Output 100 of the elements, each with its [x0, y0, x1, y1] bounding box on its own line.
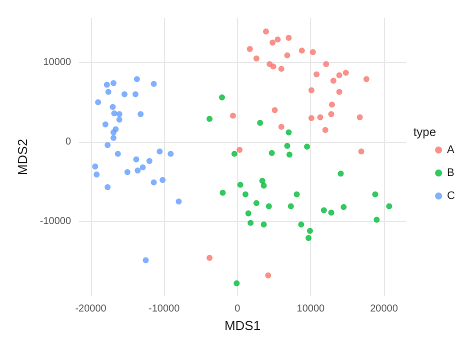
point [234, 280, 240, 286]
point [102, 121, 108, 128]
point [92, 164, 98, 170]
legend-title: type [413, 125, 436, 139]
point [336, 72, 342, 78]
point [306, 228, 313, 234]
point [274, 36, 281, 42]
point [104, 142, 111, 148]
y-tick-label: 10000 [43, 56, 72, 68]
point [386, 203, 392, 210]
point [356, 114, 363, 120]
point [294, 191, 300, 198]
point [134, 168, 141, 174]
point [278, 66, 284, 72]
point [114, 150, 121, 157]
point [286, 152, 292, 158]
point [253, 56, 260, 62]
point [116, 116, 122, 123]
point [132, 91, 138, 98]
point [308, 87, 314, 94]
point [206, 254, 213, 261]
point [308, 115, 314, 122]
point [248, 220, 254, 226]
point [134, 76, 140, 82]
y-tick-label: 0 [65, 136, 72, 148]
point [260, 182, 267, 189]
point [322, 126, 328, 133]
point [111, 110, 118, 116]
point [268, 150, 275, 156]
point [330, 78, 336, 84]
point [245, 210, 252, 216]
point [142, 257, 149, 264]
point [176, 198, 182, 204]
point [110, 134, 116, 141]
point [156, 148, 163, 154]
point [298, 48, 305, 54]
x-tick-label: 0 [234, 304, 241, 314]
point [110, 80, 116, 86]
point [246, 46, 253, 52]
point [298, 222, 304, 228]
point [138, 111, 144, 118]
point [284, 142, 290, 149]
point [110, 129, 116, 136]
point [95, 99, 102, 106]
y-tick-label: -10000 [40, 216, 72, 227]
point [116, 111, 122, 118]
x-tick-label: -20000 [75, 304, 107, 314]
point [266, 203, 272, 210]
point [270, 63, 276, 70]
point [105, 88, 112, 95]
point [374, 216, 380, 223]
point [363, 76, 370, 82]
point [317, 114, 324, 120]
point [358, 148, 364, 154]
point [262, 28, 269, 34]
point [284, 52, 290, 58]
point [206, 116, 213, 122]
x-axis-title: MDS1 [224, 318, 261, 333]
point [124, 169, 130, 176]
point [260, 222, 267, 228]
point [220, 190, 226, 196]
point [121, 91, 128, 98]
point [328, 102, 335, 108]
point [338, 170, 344, 177]
point [160, 177, 166, 184]
x-tick-label: -10000 [148, 304, 180, 314]
point [150, 179, 157, 186]
point [328, 210, 334, 216]
point [286, 34, 292, 41]
point [253, 200, 260, 206]
point [231, 150, 238, 157]
legend-label: A [447, 144, 456, 156]
x-tick-label: 20000 [370, 304, 398, 314]
point [270, 40, 276, 46]
point [310, 49, 316, 56]
point [323, 61, 330, 68]
point [168, 150, 174, 157]
legend-label: C [447, 190, 456, 202]
point [230, 112, 236, 119]
x-tick-label: 10000 [296, 304, 326, 314]
point [94, 171, 100, 178]
point [133, 156, 140, 162]
point [236, 146, 243, 153]
point [150, 80, 157, 87]
point [104, 184, 111, 190]
point [286, 129, 292, 136]
point [104, 82, 110, 88]
point [265, 272, 272, 278]
point [278, 124, 284, 130]
point [336, 88, 342, 95]
point [237, 182, 244, 188]
point [342, 70, 349, 76]
y-axis-title: MDS2 [15, 138, 30, 176]
point [288, 203, 294, 210]
point [306, 235, 312, 242]
legend-label: B [447, 167, 454, 179]
point [146, 158, 152, 164]
point [257, 120, 264, 126]
point [320, 207, 327, 214]
point [340, 204, 347, 210]
